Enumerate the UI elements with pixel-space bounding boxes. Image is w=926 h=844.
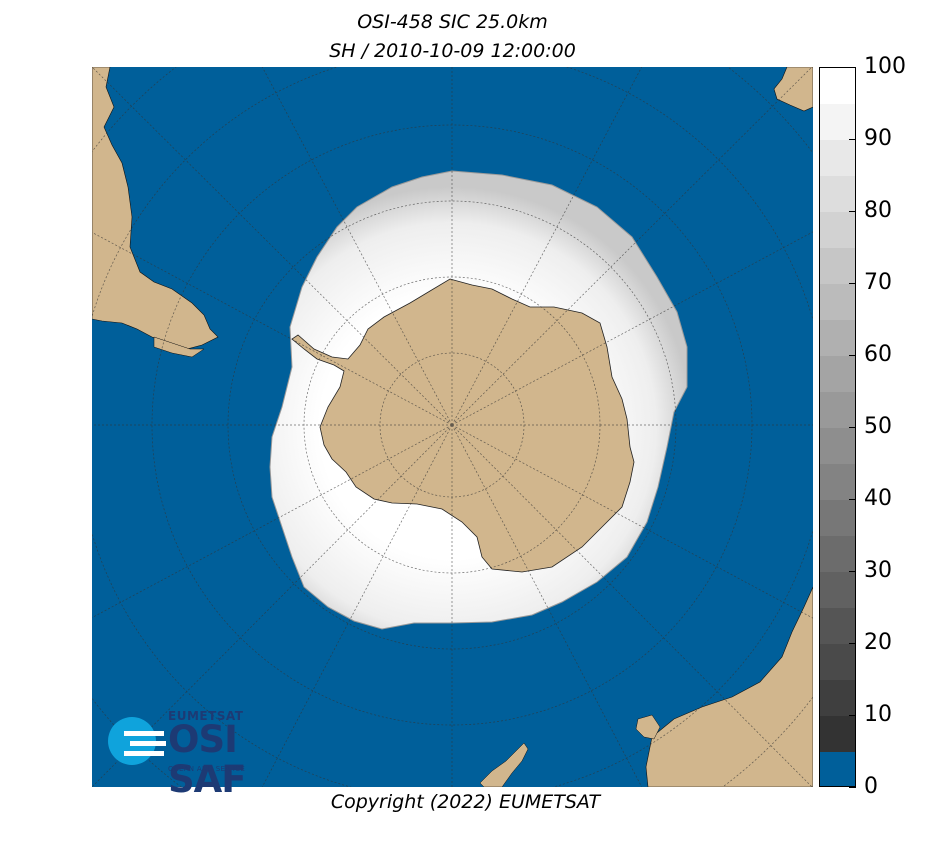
map-title: OSI-458 SIC 25.0km <box>357 11 548 33</box>
copyright-notice: Copyright (2022) EUMETSAT <box>330 791 601 813</box>
colorbar-tickmark <box>849 715 856 716</box>
osi-saf-logo: EUMETSAT OSI SAF OCEAN AND SEA ICE <box>106 709 326 800</box>
sea-ice-map <box>92 67 813 787</box>
colorbar-tickmark <box>849 355 856 356</box>
new-zealand-land <box>479 742 529 787</box>
colorbar-tick-40: 40 <box>864 486 892 511</box>
colorbar-tickmark <box>849 643 856 644</box>
colorbar-segment <box>820 248 855 285</box>
south-america-land <box>92 67 219 350</box>
logo-subtitle-text: OCEAN AND SEA ICE <box>168 765 246 773</box>
colorbar-segment <box>820 356 855 393</box>
graticule <box>92 67 813 787</box>
colorbar-tick-100: 100 <box>864 54 906 79</box>
colorbar-segment <box>820 212 855 249</box>
colorbar-segment <box>820 392 855 429</box>
colorbar-segment <box>820 716 855 753</box>
colorbar-tick-90: 90 <box>864 126 892 151</box>
map-subtitle: SH / 2010-10-09 12:00:00 <box>329 40 576 62</box>
colorbar-segment <box>820 464 855 501</box>
colorbar-segment <box>820 752 855 786</box>
colorbar-tick-30: 30 <box>864 558 892 583</box>
colorbar-segment <box>820 608 855 645</box>
colorbar-segment <box>820 68 855 105</box>
concentration-colorbar <box>819 67 856 787</box>
tierra-del-fuego <box>153 336 205 358</box>
colorbar-tickmark <box>849 499 856 500</box>
colorbar-segment <box>820 320 855 357</box>
logo-name-text: OSI SAF <box>168 718 247 801</box>
eumetsat-swirl-icon <box>108 717 166 765</box>
colorbar-segment <box>820 572 855 609</box>
colorbar-tickmark <box>849 211 856 212</box>
colorbar-segment <box>820 104 855 141</box>
colorbar-tickmark <box>849 787 856 788</box>
colorbar-segment <box>820 428 855 465</box>
colorbar-segment <box>820 284 855 321</box>
colorbar-tick-20: 20 <box>864 630 892 655</box>
colorbar-tick-10: 10 <box>864 702 892 727</box>
colorbar-segment <box>820 176 855 213</box>
colorbar-tickmark <box>849 427 856 428</box>
colorbar-tickmark <box>849 283 856 284</box>
colorbar-tick-0: 0 <box>864 774 878 799</box>
antarctica-land <box>291 278 635 573</box>
colorbar-tickmark <box>849 67 856 68</box>
colorbar-segment <box>820 680 855 717</box>
colorbar-tick-80: 80 <box>864 198 892 223</box>
tasmania-land <box>635 714 661 740</box>
polar-stereographic-map <box>92 67 813 787</box>
logo-org-text: EUMETSAT <box>168 709 244 723</box>
colorbar-tickmark <box>849 571 856 572</box>
colorbar-segment <box>820 644 855 681</box>
colorbar-tick-50: 50 <box>864 414 892 439</box>
colorbar-tick-70: 70 <box>864 270 892 295</box>
colorbar-segment <box>820 536 855 573</box>
australia-land <box>645 586 813 787</box>
africa-land <box>773 67 813 112</box>
colorbar-tick-60: 60 <box>864 342 892 367</box>
colorbar-segment <box>820 140 855 177</box>
colorbar-segment <box>820 500 855 537</box>
colorbar-tickmark <box>849 139 856 140</box>
